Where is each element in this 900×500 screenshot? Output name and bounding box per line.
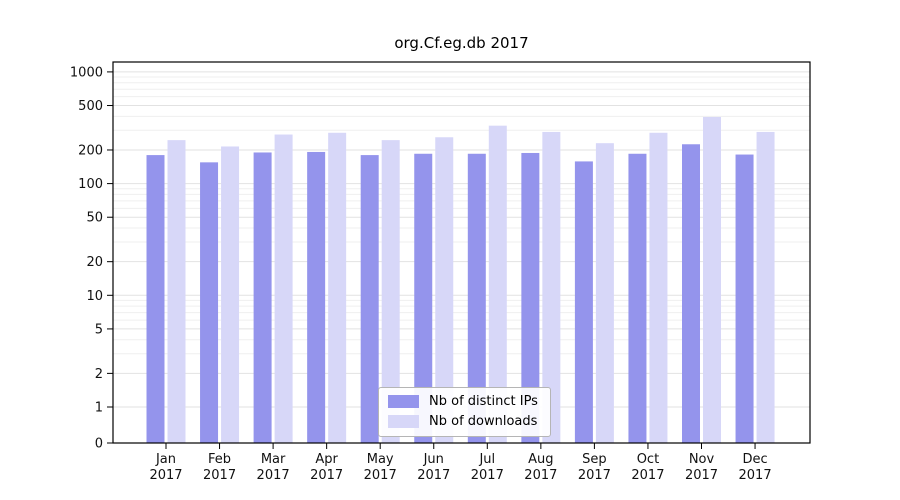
x-tick-label-year: 2017: [364, 468, 397, 483]
bar-distinct-ips: [414, 153, 433, 444]
x-tick-label-month: Jul: [478, 452, 495, 467]
bar-downloads: [328, 132, 347, 443]
x-tick-label-month: Mar: [261, 452, 286, 467]
x-tick-label-month: Nov: [689, 452, 715, 467]
x-tick-label-year: 2017: [524, 468, 557, 483]
legend-swatch-downloads: [388, 415, 419, 428]
bar-downloads: [221, 146, 240, 444]
bar-downloads: [542, 131, 561, 444]
bar-downloads: [381, 140, 400, 444]
y-tick-label: 5: [95, 322, 103, 337]
bar-downloads: [756, 131, 775, 444]
x-tick-label-year: 2017: [203, 468, 236, 483]
x-tick-label-month: Jan: [155, 452, 176, 467]
bar-distinct-ips: [521, 152, 540, 443]
legend: Nb of distinct IPs Nb of downloads: [378, 387, 551, 437]
chart-title: org.Cf.eg.db 2017: [394, 34, 529, 52]
x-tick-label-month: Jun: [423, 452, 444, 467]
bar-downloads: [435, 137, 454, 443]
legend-swatch-distinct-ips: [388, 395, 419, 408]
x-tick-label-year: 2017: [310, 468, 343, 483]
x-tick-label-year: 2017: [631, 468, 664, 483]
y-tick-label: 2: [95, 367, 103, 382]
bar-distinct-ips: [735, 154, 754, 443]
x-tick-label-month: Aug: [528, 452, 553, 467]
bar-distinct-ips: [628, 153, 647, 444]
bar-downloads: [167, 140, 186, 444]
x-tick-label-month: Dec: [742, 452, 767, 467]
x-tick-label-year: 2017: [685, 468, 718, 483]
bar-distinct-ips: [146, 155, 165, 443]
bar-downloads: [703, 116, 721, 443]
bar-distinct-ips: [682, 144, 700, 443]
bar-downloads: [274, 134, 293, 443]
legend-label-downloads: Nb of downloads: [429, 414, 538, 429]
y-tick-label: 1: [95, 401, 103, 416]
y-tick-label: 20: [86, 255, 103, 270]
y-tick-label: 100: [78, 177, 103, 192]
x-tick-label-month: Sep: [582, 452, 607, 467]
bar-distinct-ips: [253, 152, 272, 443]
bar-downloads: [649, 132, 668, 443]
bar-downloads: [488, 125, 507, 443]
y-tick-label: 50: [86, 211, 103, 226]
x-tick-label-year: 2017: [257, 468, 290, 483]
bar-distinct-ips: [467, 153, 486, 444]
y-tick-label: 1000: [70, 65, 103, 80]
x-tick-label-month: Oct: [637, 452, 659, 467]
bar-distinct-ips: [574, 161, 593, 443]
bar-downloads: [595, 143, 614, 443]
x-tick-label-year: 2017: [471, 468, 504, 483]
x-tick-label-year: 2017: [578, 468, 611, 483]
bar-distinct-ips: [360, 155, 379, 443]
x-tick-label-month: Apr: [315, 452, 338, 467]
y-tick-label: 0: [95, 437, 103, 452]
y-tick-label: 10: [86, 289, 103, 304]
x-tick-label-month: Feb: [208, 452, 231, 467]
y-tick-label: 200: [78, 143, 103, 158]
bar-distinct-ips: [200, 162, 219, 443]
x-tick-label-year: 2017: [149, 468, 182, 483]
axis-frame: [112, 61, 811, 444]
legend-label-distinct-ips: Nb of distinct IPs: [429, 394, 538, 409]
x-tick-label-year: 2017: [417, 468, 450, 483]
y-tick-label: 500: [78, 99, 103, 114]
legend-item-distinct-ips: Nb of distinct IPs: [388, 394, 538, 409]
x-tick-label-year: 2017: [739, 468, 772, 483]
legend-item-downloads: Nb of downloads: [388, 414, 538, 429]
x-tick-label-month: May: [367, 452, 394, 467]
bar-distinct-ips: [307, 151, 326, 443]
